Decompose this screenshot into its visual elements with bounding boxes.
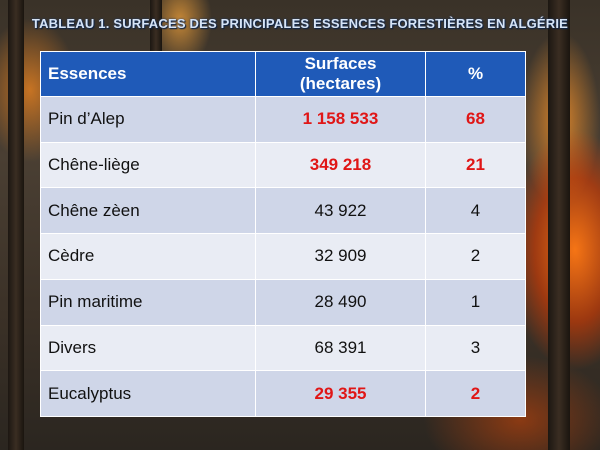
header-percent: % <box>425 51 526 97</box>
table-row: Chêne zèen 43 922 4 <box>40 187 526 235</box>
tree-trunk <box>8 0 24 450</box>
table-row: Pin d’Alep 1 158 533 68 <box>40 96 526 143</box>
essence-cell: Chêne-liège <box>40 141 256 189</box>
essence-cell: Chêne zèen <box>40 187 256 235</box>
table-row: Divers 68 391 3 <box>40 324 526 372</box>
header-surfaces: Surfaces (hectares) <box>255 51 426 97</box>
surface-cell: 43 922 <box>255 187 426 235</box>
surface-cell: 349 218 <box>255 141 426 189</box>
surface-cell: 32 909 <box>255 233 426 280</box>
surface-cell: 28 490 <box>255 278 426 326</box>
percent-cell: 2 <box>425 233 526 280</box>
table-row: Pin maritime 28 490 1 <box>40 278 526 326</box>
percent-cell: 2 <box>425 370 526 417</box>
table-row: Cèdre 32 909 2 <box>40 233 526 280</box>
essence-cell: Cèdre <box>40 233 256 280</box>
percent-cell: 21 <box>425 141 526 189</box>
table-header-row: Essences Surfaces (hectares) % <box>40 51 526 97</box>
essence-cell: Eucalyptus <box>40 370 256 417</box>
slide-title: TABLEAU 1. SURFACES DES PRINCIPALES ESSE… <box>31 16 569 31</box>
essence-cell: Pin maritime <box>40 278 256 326</box>
percent-cell: 4 <box>425 187 526 235</box>
table-row: Eucalyptus 29 355 2 <box>40 370 526 417</box>
surface-cell: 1 158 533 <box>255 96 426 143</box>
tree-trunk <box>150 0 162 60</box>
tree-trunk <box>548 0 570 450</box>
table-row: Chêne-liège 349 218 21 <box>40 141 526 189</box>
surface-cell: 68 391 <box>255 324 426 372</box>
percent-cell: 1 <box>425 278 526 326</box>
essence-cell: Pin d’Alep <box>40 96 256 143</box>
species-surface-table: Essences Surfaces (hectares) % Pin d’Ale… <box>40 51 526 417</box>
surface-cell: 29 355 <box>255 370 426 417</box>
header-essences: Essences <box>40 51 256 97</box>
essence-cell: Divers <box>40 324 256 372</box>
percent-cell: 3 <box>425 324 526 372</box>
percent-cell: 68 <box>425 96 526 143</box>
